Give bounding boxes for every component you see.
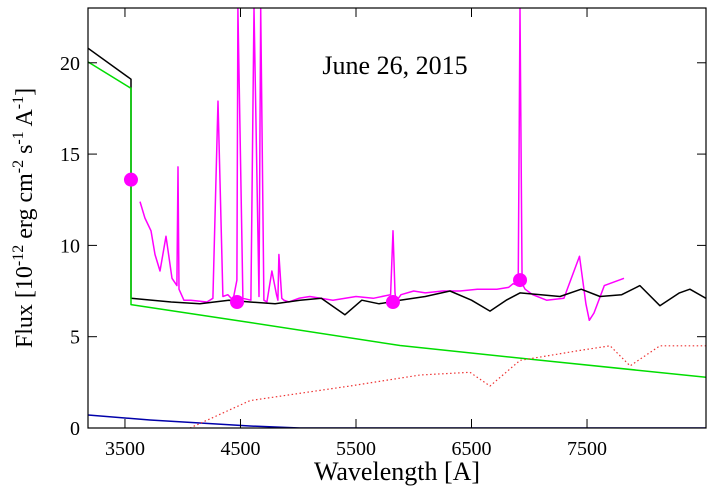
y-axis-label-part: A bbox=[12, 109, 38, 132]
y-axis-label-part: Flux [10 bbox=[12, 266, 38, 348]
annotation: June 26, 2015 bbox=[322, 51, 467, 80]
y-axis-label-part: -1 bbox=[10, 131, 27, 144]
y-tick-label: 15 bbox=[60, 144, 80, 166]
axes-frame bbox=[87, 7, 707, 429]
y-axis-label: Flux [10-12 erg cm-2 s-1 A-1] bbox=[10, 88, 38, 348]
spectrum-line bbox=[88, 414, 706, 428]
y-axis-label-part: -2 bbox=[10, 160, 27, 173]
spectrum-line bbox=[88, 61, 706, 378]
y-axis-label-part: -1 bbox=[10, 96, 27, 109]
y-axis-label-part: ] bbox=[12, 88, 38, 96]
plot-area bbox=[88, 8, 706, 428]
y-axis-label-part: s bbox=[12, 145, 38, 160]
x-tick-label: 4500 bbox=[220, 438, 260, 460]
spectrum-line bbox=[88, 47, 706, 316]
photometry-point bbox=[123, 172, 138, 187]
x-tick-label: 7500 bbox=[567, 438, 607, 460]
x-tick-label: 5500 bbox=[336, 438, 376, 460]
x-tick-label: 6500 bbox=[452, 438, 492, 460]
photometry-point bbox=[230, 295, 245, 309]
spectrum-line bbox=[189, 345, 706, 428]
y-tick-label: 20 bbox=[60, 53, 80, 75]
x-axis-label: Wavelength [A] bbox=[314, 457, 480, 486]
photometry-point bbox=[513, 273, 528, 288]
y-tick-label: 0 bbox=[70, 418, 80, 440]
y-axis-label-part: erg cm bbox=[12, 173, 38, 245]
y-axis-label-part: -12 bbox=[10, 245, 27, 266]
photometry-point bbox=[385, 295, 400, 309]
y-tick-label: 10 bbox=[60, 235, 80, 257]
spectrum-line bbox=[139, 8, 625, 322]
y-tick-label: 5 bbox=[70, 327, 80, 349]
x-tick-label: 3500 bbox=[105, 438, 145, 460]
